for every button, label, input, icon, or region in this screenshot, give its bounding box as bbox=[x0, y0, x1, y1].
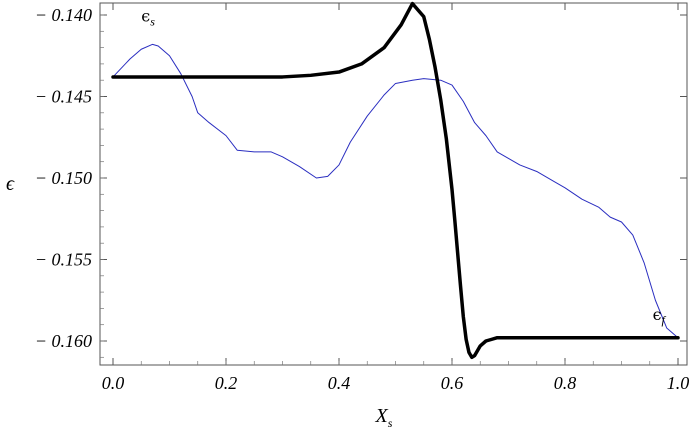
x-tick: 0.0 bbox=[102, 3, 125, 393]
x-tick: 0.8 bbox=[554, 3, 577, 393]
y-tick: − 0.145 bbox=[35, 87, 687, 107]
annotations: ϵs ϵf bbox=[141, 7, 666, 327]
y-tick: − 0.155 bbox=[35, 250, 687, 270]
series-line-thin bbox=[112, 43, 679, 339]
y-tick: − 0.150 bbox=[35, 168, 687, 188]
x-tick: 0.4 bbox=[328, 3, 351, 393]
y-tick: − 0.140 bbox=[35, 5, 687, 25]
plot-frame bbox=[99, 2, 688, 366]
x-tick-label: 0.6 bbox=[441, 373, 464, 393]
y-tick-label: − 0.155 bbox=[35, 250, 92, 270]
y-tick-label: − 0.140 bbox=[35, 5, 92, 25]
series-annotation: ϵf bbox=[653, 305, 667, 327]
x-tick-label: 0.8 bbox=[554, 373, 577, 393]
y-axis-label: ϵ bbox=[6, 173, 15, 195]
x-axis-ticks: 0.0 0.2 0.4 0.6 0.8 1.0 bbox=[102, 3, 690, 393]
x-axis-label: Xs bbox=[375, 405, 393, 430]
x-tick-label: 0.4 bbox=[328, 373, 351, 393]
series-annotation: ϵs bbox=[141, 7, 155, 29]
x-tick-label: 1.0 bbox=[667, 373, 690, 393]
series-layer bbox=[111, 1, 680, 360]
x-tick-label: 0.2 bbox=[215, 373, 238, 393]
y-axis-ticks: − 0.140 − 0.145 − 0.150 − 0.155 − 0.160 bbox=[35, 5, 687, 358]
y-tick-label: − 0.150 bbox=[35, 168, 92, 188]
x-tick-label: 0.0 bbox=[102, 373, 125, 393]
y-tick: − 0.160 bbox=[35, 331, 687, 351]
y-tick-label: − 0.145 bbox=[35, 87, 92, 107]
series-line-thick bbox=[111, 1, 680, 360]
y-tick-label: − 0.160 bbox=[35, 331, 92, 351]
x-tick: 0.2 bbox=[215, 3, 238, 393]
x-tick: 1.0 bbox=[667, 3, 690, 393]
